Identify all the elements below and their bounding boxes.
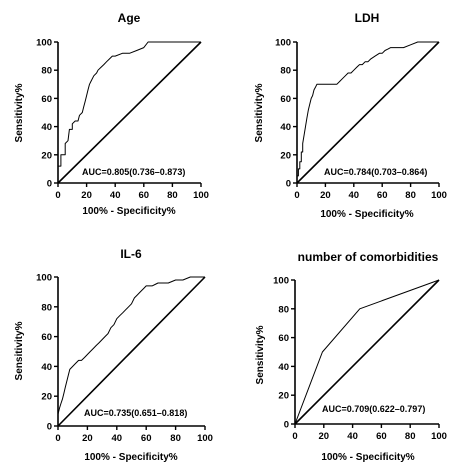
y-axis-label: Sensitivity% [255, 325, 266, 384]
y-tick-label: 80 [41, 302, 52, 313]
y-tick-label: 40 [278, 362, 289, 373]
y-axis-label: Sensitivity% [14, 83, 25, 142]
x-axis-label: 100% - Specificity% [321, 452, 414, 463]
y-tick-label: 20 [41, 150, 52, 161]
roc-curve [296, 41, 439, 183]
y-tick-label: 0 [284, 420, 289, 431]
panel-title: number of comorbidities [298, 250, 439, 264]
x-tick-label: 0 [55, 433, 60, 444]
roc-panel-il6: IL-6 Sensitivity% 100% - Specificity% AU… [14, 247, 213, 463]
y-tick-label: 0 [286, 179, 291, 190]
y-tick-label: 60 [280, 94, 291, 105]
y-tick-label: 100 [273, 276, 289, 287]
x-tick-label: 60 [376, 431, 387, 442]
panel-title: Age [118, 11, 141, 25]
x-tick-label: 100 [197, 433, 213, 444]
x-tick-label: 0 [292, 431, 297, 442]
roc-panel-age: Age Sensitivity% 100% - Specificity% AUC… [14, 11, 209, 217]
auc-annotation: AUC=0.709(0.622–0.797) [322, 404, 425, 414]
x-tick-label: 80 [405, 431, 416, 442]
y-tick-label: 100 [36, 273, 52, 284]
x-tick-label: 80 [405, 190, 416, 201]
x-tick-label: 40 [347, 431, 358, 442]
x-tick-label: 20 [320, 190, 331, 201]
panel-title: LDH [355, 11, 380, 25]
x-tick-label: 20 [82, 433, 93, 444]
y-tick-label: 20 [278, 391, 289, 402]
x-tick-label: 100 [431, 431, 447, 442]
x-tick-label: 20 [81, 190, 92, 201]
y-tick-label: 80 [280, 66, 291, 77]
y-tick-label: 40 [41, 122, 52, 133]
y-tick-label: 20 [280, 150, 291, 161]
x-tick-label: 0 [294, 190, 299, 201]
x-tick-label: 20 [319, 431, 330, 442]
y-tick-label: 40 [280, 122, 291, 133]
x-axis-label: 100% - Specificity% [320, 209, 413, 220]
x-tick-label: 100 [193, 190, 209, 201]
x-tick-label: 40 [349, 190, 360, 201]
x-tick-label: 40 [110, 190, 121, 201]
x-tick-label: 40 [112, 433, 123, 444]
roc-curve [57, 276, 205, 426]
roc-curve [57, 41, 201, 183]
auc-annotation: AUC=0.735(0.651–0.818) [84, 408, 187, 418]
roc-panel-ldh: LDH Sensitivity% 100% - Specificity% AUC… [254, 11, 447, 220]
x-tick-label: 80 [170, 433, 181, 444]
x-tick-label: 60 [377, 190, 388, 201]
x-tick-label: 100 [431, 190, 447, 201]
x-tick-label: 60 [139, 190, 150, 201]
y-tick-label: 60 [41, 332, 52, 343]
x-axis-label: 100% - Specificity% [84, 452, 177, 463]
roc-panel-comorbidities: number of comorbidities Sensitivity% 100… [255, 250, 447, 463]
y-tick-label: 60 [278, 333, 289, 344]
y-tick-label: 20 [41, 392, 52, 403]
reference-line [57, 41, 202, 184]
y-tick-label: 100 [36, 38, 52, 49]
y-tick-label: 80 [41, 66, 52, 77]
reference-line [296, 41, 440, 184]
panel-title: IL-6 [120, 247, 142, 261]
auc-annotation: AUC=0.805(0.736–0.873) [82, 167, 185, 177]
reference-line [294, 279, 440, 425]
x-axis-label: 100% - Specificity% [82, 206, 175, 217]
x-tick-label: 80 [167, 190, 178, 201]
roc-curve [294, 279, 440, 425]
y-tick-label: 100 [275, 38, 291, 49]
y-tick-label: 0 [47, 179, 52, 190]
y-tick-label: 0 [47, 422, 52, 433]
reference-line [57, 276, 206, 427]
x-tick-label: 0 [55, 190, 60, 201]
y-tick-label: 40 [41, 362, 52, 373]
auc-annotation: AUC=0.784(0.703–0.864) [324, 167, 427, 177]
y-tick-label: 60 [41, 94, 52, 105]
x-tick-label: 60 [141, 433, 152, 444]
y-tick-label: 80 [278, 304, 289, 315]
y-axis-label: Sensitivity% [14, 321, 25, 380]
y-axis-label: Sensitivity% [254, 83, 265, 142]
